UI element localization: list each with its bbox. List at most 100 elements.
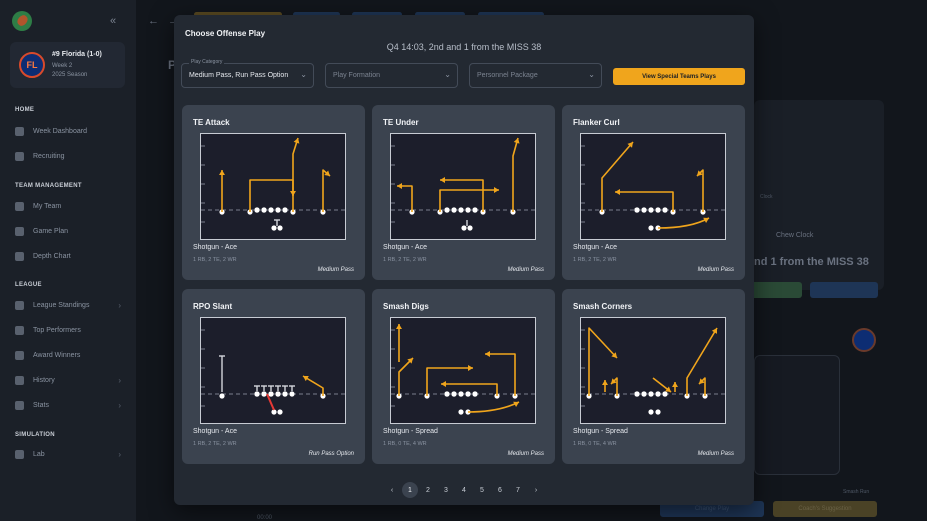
play-category-value: Medium Pass, Run Pass Option <box>189 72 289 79</box>
next-page-icon[interactable]: › <box>534 486 538 494</box>
sidebar-item-label: Depth Chart <box>33 252 71 260</box>
sidebar-item-league-standings[interactable]: League Standings › <box>15 298 125 312</box>
route-arrowhead <box>468 365 473 371</box>
sidebar-item-label: Top Performers <box>33 326 81 334</box>
route-line <box>249 179 294 212</box>
play-type: Medium Pass <box>697 451 734 457</box>
team-week: Week 2 <box>52 63 73 69</box>
page-button[interactable]: 2 <box>426 486 430 494</box>
play-diagram <box>390 317 537 424</box>
running-back-marker <box>467 225 473 231</box>
play-type: Run Pass Option <box>308 451 354 457</box>
sidebar-item-top-performers[interactable]: Top Performers <box>15 323 125 337</box>
lineman-marker <box>648 207 654 213</box>
personnel-package-select[interactable]: Personnel Package ⌄ <box>469 63 602 88</box>
route-line <box>426 367 473 396</box>
app-logo-icon[interactable] <box>12 11 32 31</box>
dashboard-icon <box>15 126 24 136</box>
lineman-marker <box>472 207 478 213</box>
bg-footer-score: 00:00 <box>257 515 273 521</box>
route-arrowhead <box>396 324 402 329</box>
lineman-marker <box>451 391 457 397</box>
run-path <box>266 393 275 411</box>
forward-arrow-icon[interactable]: → <box>168 15 179 27</box>
game-situation: Q4 14:03, 2nd and 1 from the MISS 38 <box>386 42 542 52</box>
sidebar-item-stats[interactable]: Stats › <box>15 398 125 412</box>
play-card-smash-corners[interactable]: Smash Corners Shotgun - Spread 1 RB, 0 TE,… <box>562 289 745 464</box>
sidebar-item-label: Recruiting <box>33 152 65 160</box>
page-button[interactable]: 7 <box>516 486 520 494</box>
play-card-rpo-slant[interactable]: RPO Slant Shotgun - Ace 1 RB, 2 TE, 2 WR Ru… <box>182 289 365 464</box>
depthchart-icon <box>15 251 24 261</box>
route-arrowhead <box>485 351 490 357</box>
play-card-te-under[interactable]: TE Under Shotgun - Ace 1 RB, 2 TE, 2 WR Med… <box>372 105 555 280</box>
bg-tab <box>415 12 465 17</box>
play-diagram <box>390 133 537 240</box>
recruiting-icon <box>15 151 24 161</box>
page-button[interactable]: 1 <box>402 482 418 498</box>
lineman-marker <box>254 207 260 213</box>
route-line <box>292 137 299 212</box>
prev-page-icon[interactable]: ‹ <box>390 486 394 494</box>
play-name: TE Under <box>383 118 419 127</box>
sidebar: « FL #9 Florida (1-0) Week 2 2025 Season… <box>0 0 136 521</box>
lineman-marker <box>655 391 661 397</box>
play-card-flanker-curl[interactable]: Flanker Curl Shotgun - Ace 1 RB, 2 TE, 2 W… <box>562 105 745 280</box>
play-card-te-attack[interactable]: TE Attack Shotgun - Ace 1 RB, 2 TE, 2 WR Me… <box>182 105 365 280</box>
chevron-right-icon: › <box>118 375 121 385</box>
play-category-select[interactable]: Play Category Medium Pass, Run Pass Opti… <box>181 59 314 88</box>
play-formation: Shotgun - Ace <box>193 244 237 251</box>
stats-icon <box>15 400 24 410</box>
sidebar-item-week-dashboard[interactable]: Week Dashboard <box>15 124 125 138</box>
lineman-marker <box>472 391 478 397</box>
pagination: ‹ 1 2 3 4 5 6 7 › <box>174 482 754 498</box>
chevron-down-icon: ⌄ <box>588 70 595 79</box>
sidebar-item-award-winners[interactable]: Award Winners <box>15 348 125 362</box>
route-line <box>467 401 520 413</box>
sidebar-item-label: Week Dashboard <box>33 127 87 135</box>
lineman-marker <box>465 391 471 397</box>
lineman-marker <box>444 391 450 397</box>
page-button[interactable]: 4 <box>462 486 466 494</box>
sidebar-item-game-plan[interactable]: Game Plan <box>15 224 125 238</box>
sidebar-item-history[interactable]: History › <box>15 373 125 387</box>
chevron-down-icon: ⌄ <box>444 70 451 79</box>
award-icon <box>15 350 24 360</box>
modal-title: Choose Offense Play <box>185 29 266 38</box>
lineman-marker <box>289 391 295 397</box>
back-arrow-icon[interactable]: ← <box>148 15 159 27</box>
performers-icon <box>15 325 24 335</box>
page-button[interactable]: 6 <box>498 486 502 494</box>
play-formation-select[interactable]: Play Formation ⌄ <box>325 63 458 88</box>
running-back-marker <box>655 409 661 415</box>
bg-tab <box>194 12 282 17</box>
lineman-marker <box>641 391 647 397</box>
route-arrowhead <box>407 358 413 364</box>
lineman-marker <box>451 207 457 213</box>
team-season: 2025 Season <box>52 72 88 78</box>
page-button[interactable]: 3 <box>444 486 448 494</box>
lineman-marker <box>465 207 471 213</box>
play-personnel: 1 RB, 0 TE, 4 WR <box>573 441 617 447</box>
lineman-marker <box>282 207 288 213</box>
lineman-marker <box>254 391 260 397</box>
sidebar-item-lab[interactable]: Lab › <box>15 447 125 461</box>
route-line <box>397 185 413 212</box>
route-arrowhead <box>494 187 499 193</box>
play-diagram-svg <box>581 327 727 415</box>
route-arrowhead <box>611 378 617 384</box>
gameplan-icon <box>15 226 24 236</box>
play-card-smash-digs[interactable]: Smash Digs Shotgun - Spread 1 RB, 0 TE, 4 … <box>372 289 555 464</box>
sidebar-item-depth-chart[interactable]: Depth Chart <box>15 249 125 263</box>
collapse-sidebar-icon[interactable]: « <box>110 15 117 27</box>
page-button[interactable]: 5 <box>480 486 484 494</box>
sidebar-item-my-team[interactable]: My Team <box>15 199 125 213</box>
team-card[interactable]: FL #9 Florida (1-0) Week 2 2025 Season <box>10 42 125 88</box>
sidebar-item-recruiting[interactable]: Recruiting <box>15 149 125 163</box>
play-formation: Shotgun - Spread <box>383 428 438 435</box>
sidebar-item-label: My Team <box>33 202 62 210</box>
view-special-teams-button[interactable]: View Special Teams Plays <box>613 68 745 85</box>
play-name: Smash Corners <box>573 302 633 311</box>
running-back-marker <box>277 409 283 415</box>
play-type: Medium Pass <box>507 267 544 273</box>
